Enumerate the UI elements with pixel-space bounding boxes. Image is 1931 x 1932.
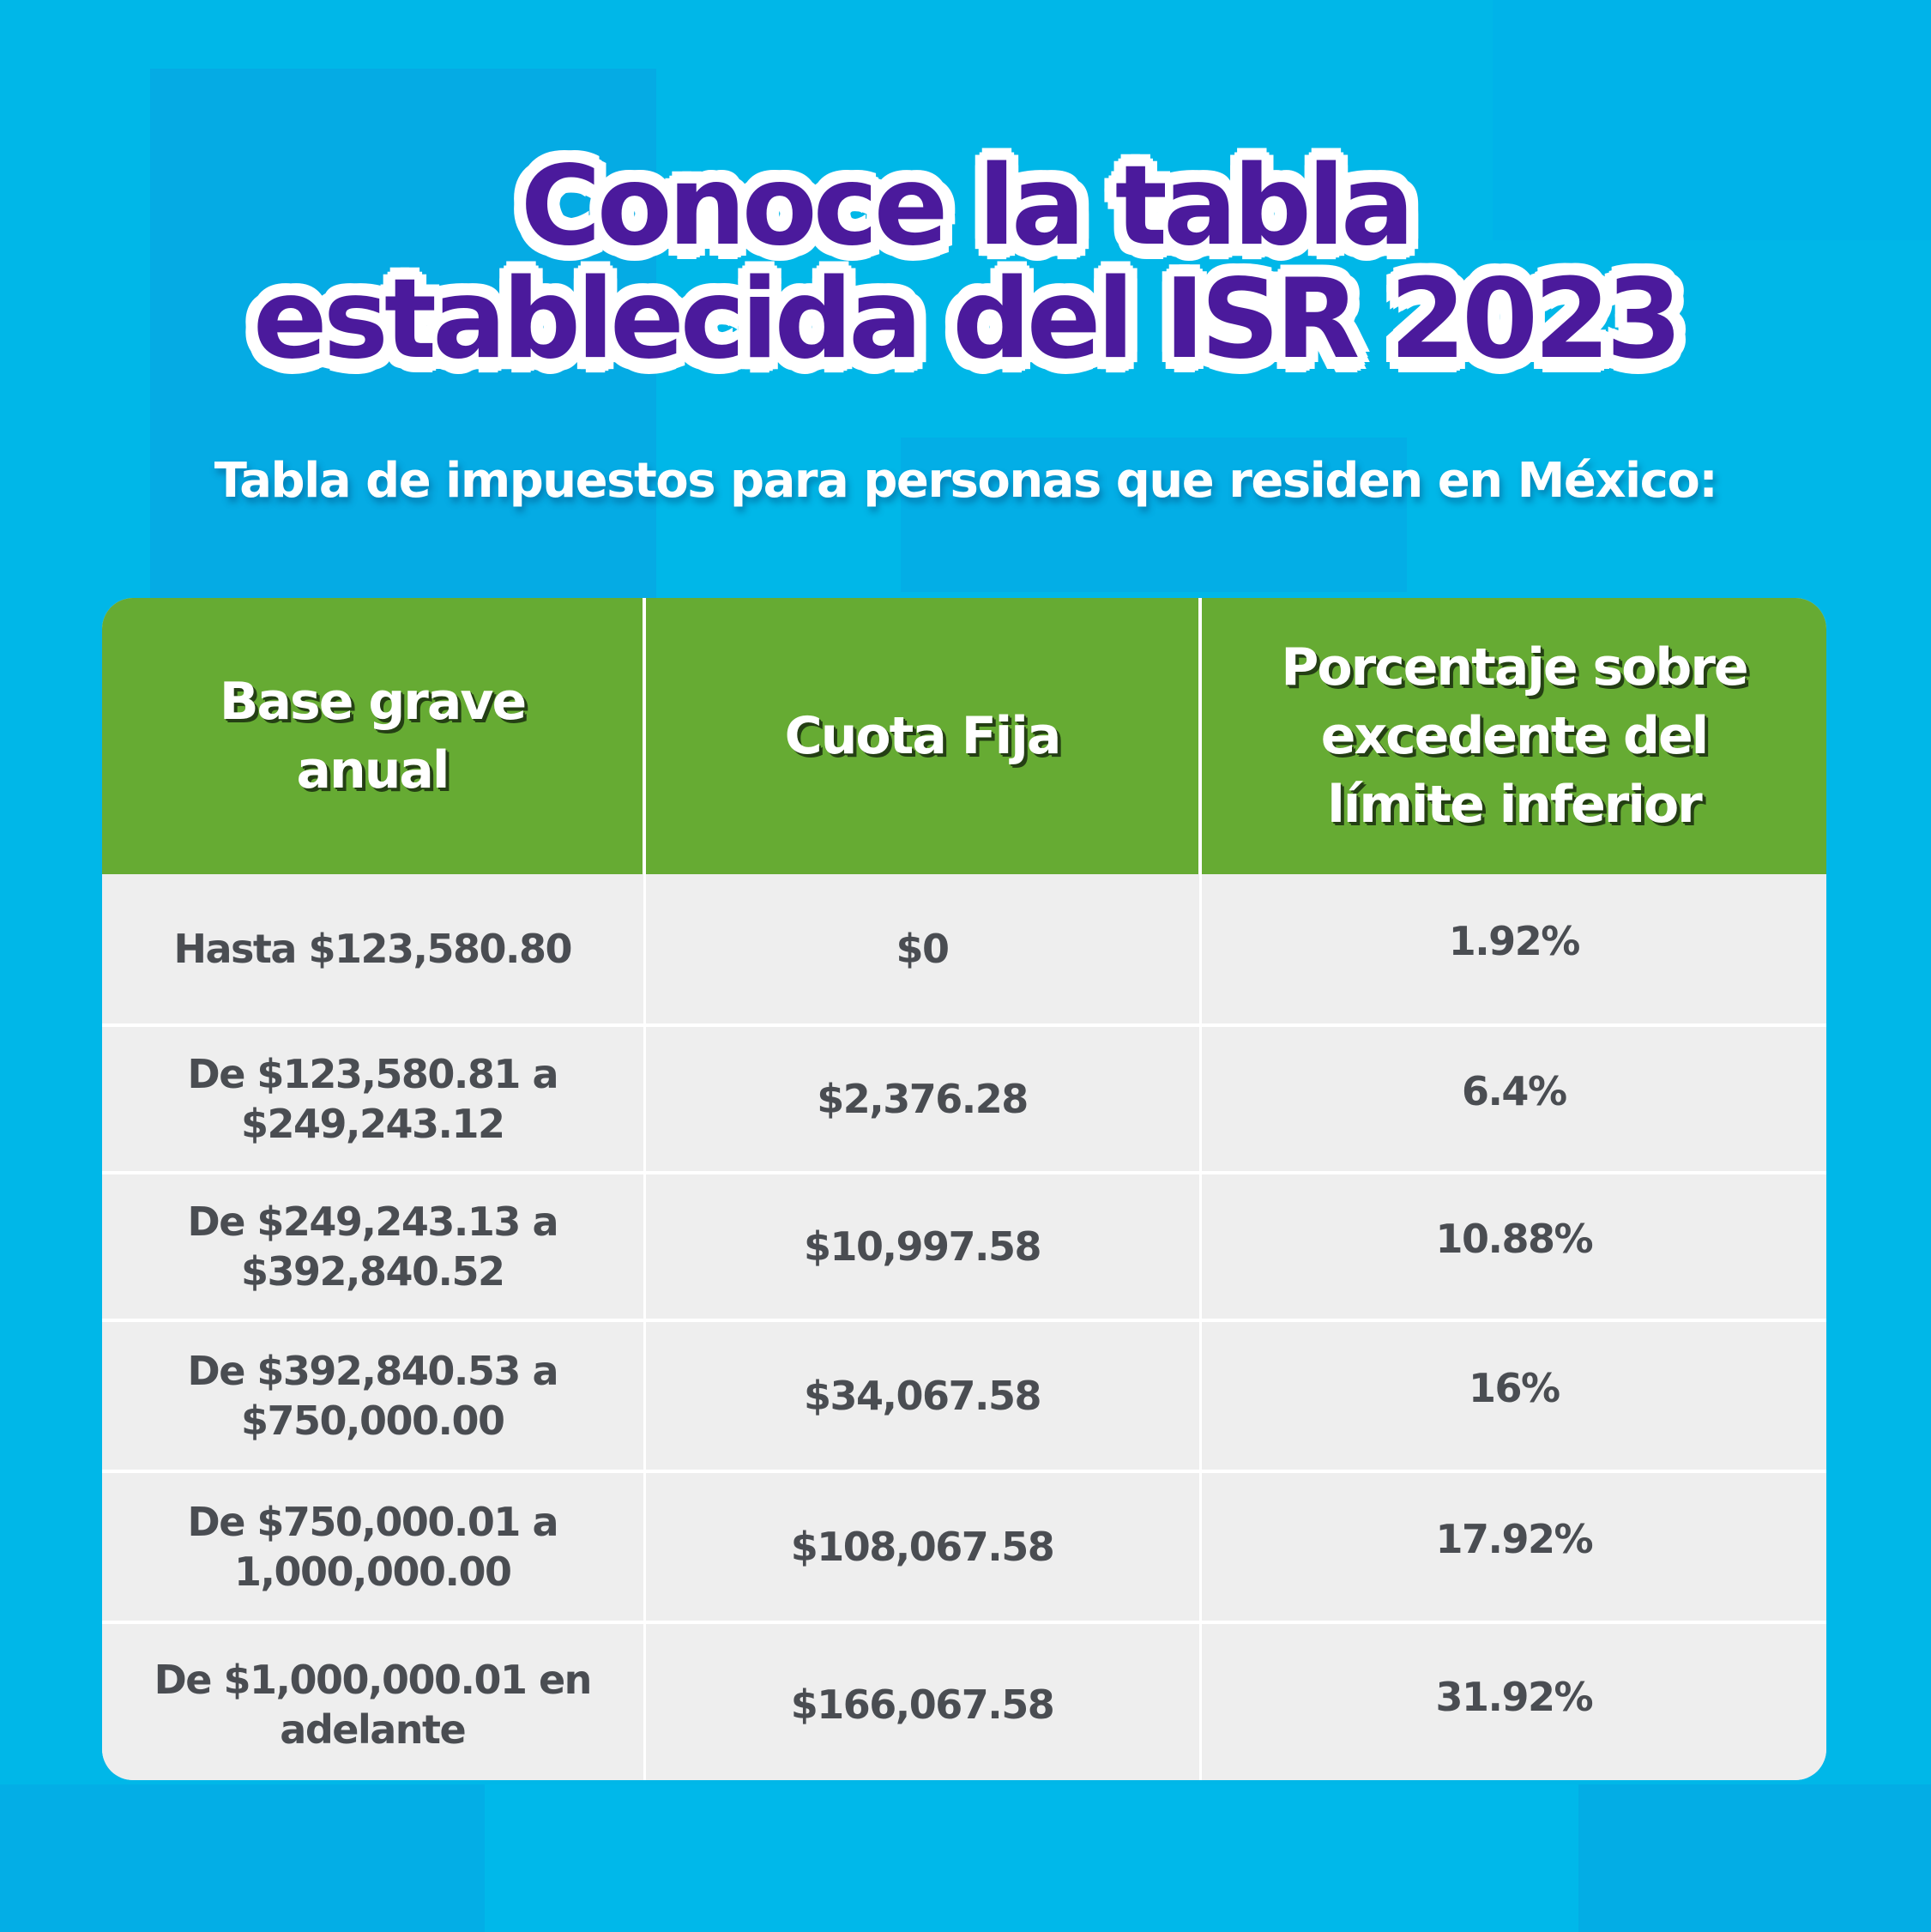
table-row: Hasta $123,580.80 $0 1.92% bbox=[102, 874, 1826, 1025]
isr-tax-table-card: Base grave anual Cuota Fija Porcentaje s… bbox=[102, 598, 1826, 1780]
cell-text-line: 1,000,000.00 bbox=[234, 1549, 512, 1595]
cell-base-grave: De $750,000.01 a 1,000,000.00 bbox=[102, 1470, 646, 1622]
cell-text-line: $392,840.52 bbox=[240, 1248, 505, 1295]
isr-tax-table: Base grave anual Cuota Fija Porcentaje s… bbox=[102, 598, 1826, 1780]
cell-base-grave: De $1,000,000.01 en adelante bbox=[102, 1621, 646, 1780]
header-text-line: Base grave bbox=[219, 672, 527, 732]
cell-base-grave: De $392,840.53 a $750,000.00 bbox=[102, 1319, 646, 1471]
background-tile bbox=[1578, 1784, 1931, 1932]
column-header-base-grave-anual: Base grave anual bbox=[102, 598, 646, 874]
cell-text-line: De $750,000.01 a bbox=[187, 1499, 559, 1545]
table-row: De $123,580.81 a $249,243.12 $2,376.28 6… bbox=[102, 1023, 1826, 1173]
background-tile bbox=[901, 438, 1407, 592]
cell-porcentaje: 17.92% bbox=[1200, 1470, 1826, 1622]
cell-text-line: De $123,580.81 a bbox=[187, 1051, 559, 1097]
cell-text-line: De $392,840.53 a bbox=[187, 1348, 559, 1394]
cell-cuota-fija: $108,067.58 bbox=[644, 1470, 1202, 1622]
table-header-row: Base grave anual Cuota Fija Porcentaje s… bbox=[102, 598, 1826, 874]
cell-cuota-fija: $2,376.28 bbox=[644, 1023, 1202, 1173]
cell-text-line: De $249,243.13 a bbox=[187, 1198, 559, 1245]
cell-porcentaje: 10.88% bbox=[1200, 1171, 1826, 1320]
cell-text-line: $249,243.12 bbox=[240, 1101, 505, 1147]
column-header-porcentaje: Porcentaje sobre excedente del límite in… bbox=[1200, 598, 1826, 874]
table-row: De $392,840.53 a $750,000.00 $34,067.58 … bbox=[102, 1319, 1826, 1471]
header-text-line: excedente del bbox=[1320, 706, 1709, 766]
cell-porcentaje: 6.4% bbox=[1200, 1023, 1826, 1173]
background-tile bbox=[1493, 0, 1931, 240]
cell-text-line: $750,000.00 bbox=[240, 1398, 505, 1444]
page-title: Conoce la tabla establecida del ISR 2023 bbox=[0, 150, 1931, 377]
header-text-line: Porcentaje sobre bbox=[1281, 637, 1748, 697]
page-subtitle: Tabla de impuestos para personas que res… bbox=[214, 453, 1718, 509]
header-text-line: límite inferior bbox=[1327, 775, 1703, 835]
header-text-line: anual bbox=[296, 740, 450, 800]
table-row: De $1,000,000.01 en adelante $166,067.58… bbox=[102, 1621, 1826, 1780]
cell-porcentaje: 31.92% bbox=[1200, 1621, 1826, 1780]
cell-cuota-fija: $0 bbox=[644, 874, 1202, 1025]
cell-text-line: adelante bbox=[280, 1706, 466, 1753]
cell-base-grave: Hasta $123,580.80 bbox=[102, 874, 646, 1025]
page-title-line-2: establecida del ISR 2023 bbox=[252, 256, 1682, 383]
cell-cuota-fija: $34,067.58 bbox=[644, 1319, 1202, 1471]
cell-cuota-fija: $10,997.58 bbox=[644, 1171, 1202, 1320]
cell-porcentaje: 16% bbox=[1200, 1319, 1826, 1471]
background-tile bbox=[0, 1784, 485, 1932]
page-title-line-1: Conoce la tabla bbox=[520, 142, 1415, 270]
table-row: De $249,243.13 a $392,840.52 $10,997.58 … bbox=[102, 1171, 1826, 1320]
cell-base-grave: De $249,243.13 a $392,840.52 bbox=[102, 1171, 646, 1320]
cell-text-line: De $1,000,000.01 en bbox=[154, 1657, 593, 1703]
column-header-cuota-fija: Cuota Fija bbox=[644, 598, 1202, 874]
table-row: De $750,000.01 a 1,000,000.00 $108,067.5… bbox=[102, 1470, 1826, 1622]
cell-porcentaje: 1.92% bbox=[1200, 874, 1826, 1025]
background-tile bbox=[485, 1784, 1578, 1932]
cell-cuota-fija: $166,067.58 bbox=[644, 1621, 1202, 1780]
cell-text-line: Hasta $123,580.80 bbox=[173, 926, 573, 972]
header-text-line: Cuota Fija bbox=[784, 706, 1062, 766]
cell-base-grave: De $123,580.81 a $249,243.12 bbox=[102, 1023, 646, 1173]
